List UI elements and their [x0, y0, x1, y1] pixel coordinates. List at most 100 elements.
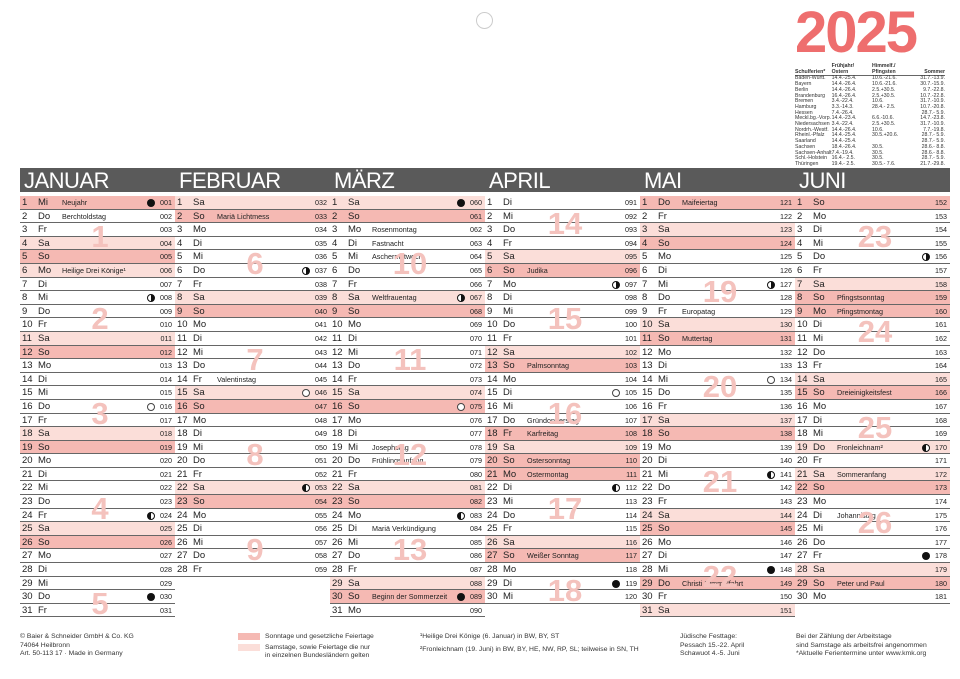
day-row: 14 Fr Valentinstag 045 [175, 373, 330, 387]
footnote-1: ¹Heilige Drei Könige (6. Januar) in BW, … [420, 633, 560, 640]
day-number: 15 [487, 387, 498, 399]
day-number: 28 [177, 564, 188, 576]
day-number: 27 [332, 550, 343, 562]
day-of-year: 122 [780, 211, 792, 221]
weekday: Di [503, 197, 512, 208]
day-of-year: 064 [470, 252, 482, 262]
day-of-year: 179 [935, 565, 947, 575]
holidays-row: Thüringen 19.4.- 2.5. 30.5.- 7.6. 21.7.-29.… [795, 160, 945, 168]
holidays-header-spring: Frühjahr/ Ostern [831, 63, 855, 75]
weekday: Di [38, 373, 47, 385]
holidays-summer: 10.7.-20.8. [920, 103, 945, 110]
day-row: 8 Mi 008 [20, 291, 175, 305]
weekday: Mi [193, 536, 204, 548]
weekday: So [38, 251, 50, 263]
holiday-name: Valentinstag [217, 374, 257, 384]
holidays-pentecost: 30.5.+20.6. [872, 132, 899, 139]
weekday: Sa [813, 278, 825, 290]
holiday-name: Maifeiertag [682, 198, 718, 207]
weekday: Di [658, 455, 667, 467]
jewish-holidays: Jüdische Festtage: Pessach 15.-22. April… [680, 633, 745, 658]
day-of-year: 142 [780, 483, 792, 493]
day-row: 16 So 047 [175, 399, 330, 414]
day-number: 14 [177, 373, 188, 385]
day-of-year: 041 [315, 320, 327, 330]
day-number: 2 [642, 210, 648, 222]
day-number: 17 [487, 414, 498, 426]
weekday: So [193, 496, 205, 508]
holidays-spring: 19.4.- 2.5. [831, 160, 855, 167]
day-number: 1 [642, 197, 648, 208]
day-number: 29 [642, 577, 653, 589]
weekday: Mi [813, 332, 824, 344]
day-number: 16 [797, 400, 808, 412]
weekday: So [348, 400, 360, 412]
day-number: 29 [797, 577, 808, 589]
day-number: 27 [487, 550, 498, 562]
day-of-year: 027 [160, 551, 172, 561]
holidays-state: Sachsen [795, 143, 816, 150]
day-number: 8 [177, 292, 183, 304]
day-row: 21 Di 021 [20, 468, 175, 482]
month-april: APRIL 1 Di 091 2 Mi 092 3 Do 093 4 Fr 094 5 Sa 095 6 So Ju… [485, 168, 640, 620]
day-of-year: 013 [160, 361, 172, 371]
day-row: 8 So Pfingstsonntag 159 [795, 291, 950, 305]
day-number: 5 [332, 251, 338, 263]
day-number: 4 [177, 237, 183, 249]
day-of-year: 026 [160, 537, 172, 547]
day-number: 3 [177, 224, 183, 236]
day-row: 23 Mo 174 [795, 495, 950, 509]
holidays-state: Brandenburg [795, 92, 825, 99]
new-moon-icon [147, 199, 155, 207]
day-of-year: 117 [625, 551, 637, 561]
day-of-year: 177 [935, 537, 947, 547]
day-of-year: 159 [935, 293, 947, 303]
day-of-year: 105 [625, 388, 637, 398]
weekday: Sa [658, 414, 670, 426]
day-number: 23 [642, 496, 653, 508]
day-of-year: 002 [160, 211, 172, 221]
holiday-name: Europatag [682, 306, 716, 316]
day-number: 15 [642, 387, 653, 399]
day-row: 28 Fr 087 [330, 563, 485, 577]
day-row: 7 Mo 097 [485, 278, 640, 292]
day-number: 6 [487, 264, 493, 276]
day-row: 6 Do 065 [330, 264, 485, 278]
weekday: Fr [813, 360, 822, 372]
day-row: 3 Mo Rosenmontag 062 [330, 223, 485, 237]
day-of-year: 130 [780, 320, 792, 330]
weekday: Di [38, 278, 47, 290]
day-number: 24 [642, 509, 653, 521]
day-of-year: 099 [625, 306, 637, 316]
day-number: 31 [642, 604, 653, 616]
day-of-year: 082 [470, 497, 482, 507]
weekday: Mi [503, 400, 514, 412]
weekday: Mo [193, 509, 207, 521]
day-row: 13 Di 133 [640, 359, 795, 373]
day-row: 22 Do 142 [640, 481, 795, 496]
day-number: 28 [487, 564, 498, 576]
day-number: 10 [177, 319, 188, 331]
holidays-summer: 21.7.-29.8. [920, 160, 945, 167]
day-of-year: 124 [780, 238, 792, 248]
day-row: 5 Mo 125 [640, 250, 795, 264]
day-number: 14 [332, 373, 343, 385]
day-number: 6 [177, 264, 183, 276]
day-of-year: 121 [780, 198, 792, 207]
day-number: 13 [642, 360, 653, 372]
weekday: Di [348, 428, 357, 440]
day-number: 19 [22, 441, 33, 453]
day-row: 1 Di 091 [485, 196, 640, 210]
day-number: 8 [487, 292, 493, 304]
month-juni: JUNI 1 So 152 2 Mo 153 3 Di 154 4 Mi 155 5 Do 156 6 Fr 157… [795, 168, 950, 620]
day-number: 27 [22, 550, 33, 562]
day-of-year: 178 [935, 551, 947, 561]
weekday: Fr [813, 264, 822, 276]
day-number: 20 [642, 455, 653, 467]
weekday: So [658, 332, 670, 344]
day-of-year: 128 [780, 293, 792, 303]
holidays-summer: 28.6.- 8.8. [921, 143, 945, 150]
day-of-year: 135 [780, 388, 792, 398]
day-row: 28 Mi 148 [640, 563, 795, 577]
day-number: 17 [177, 414, 188, 426]
